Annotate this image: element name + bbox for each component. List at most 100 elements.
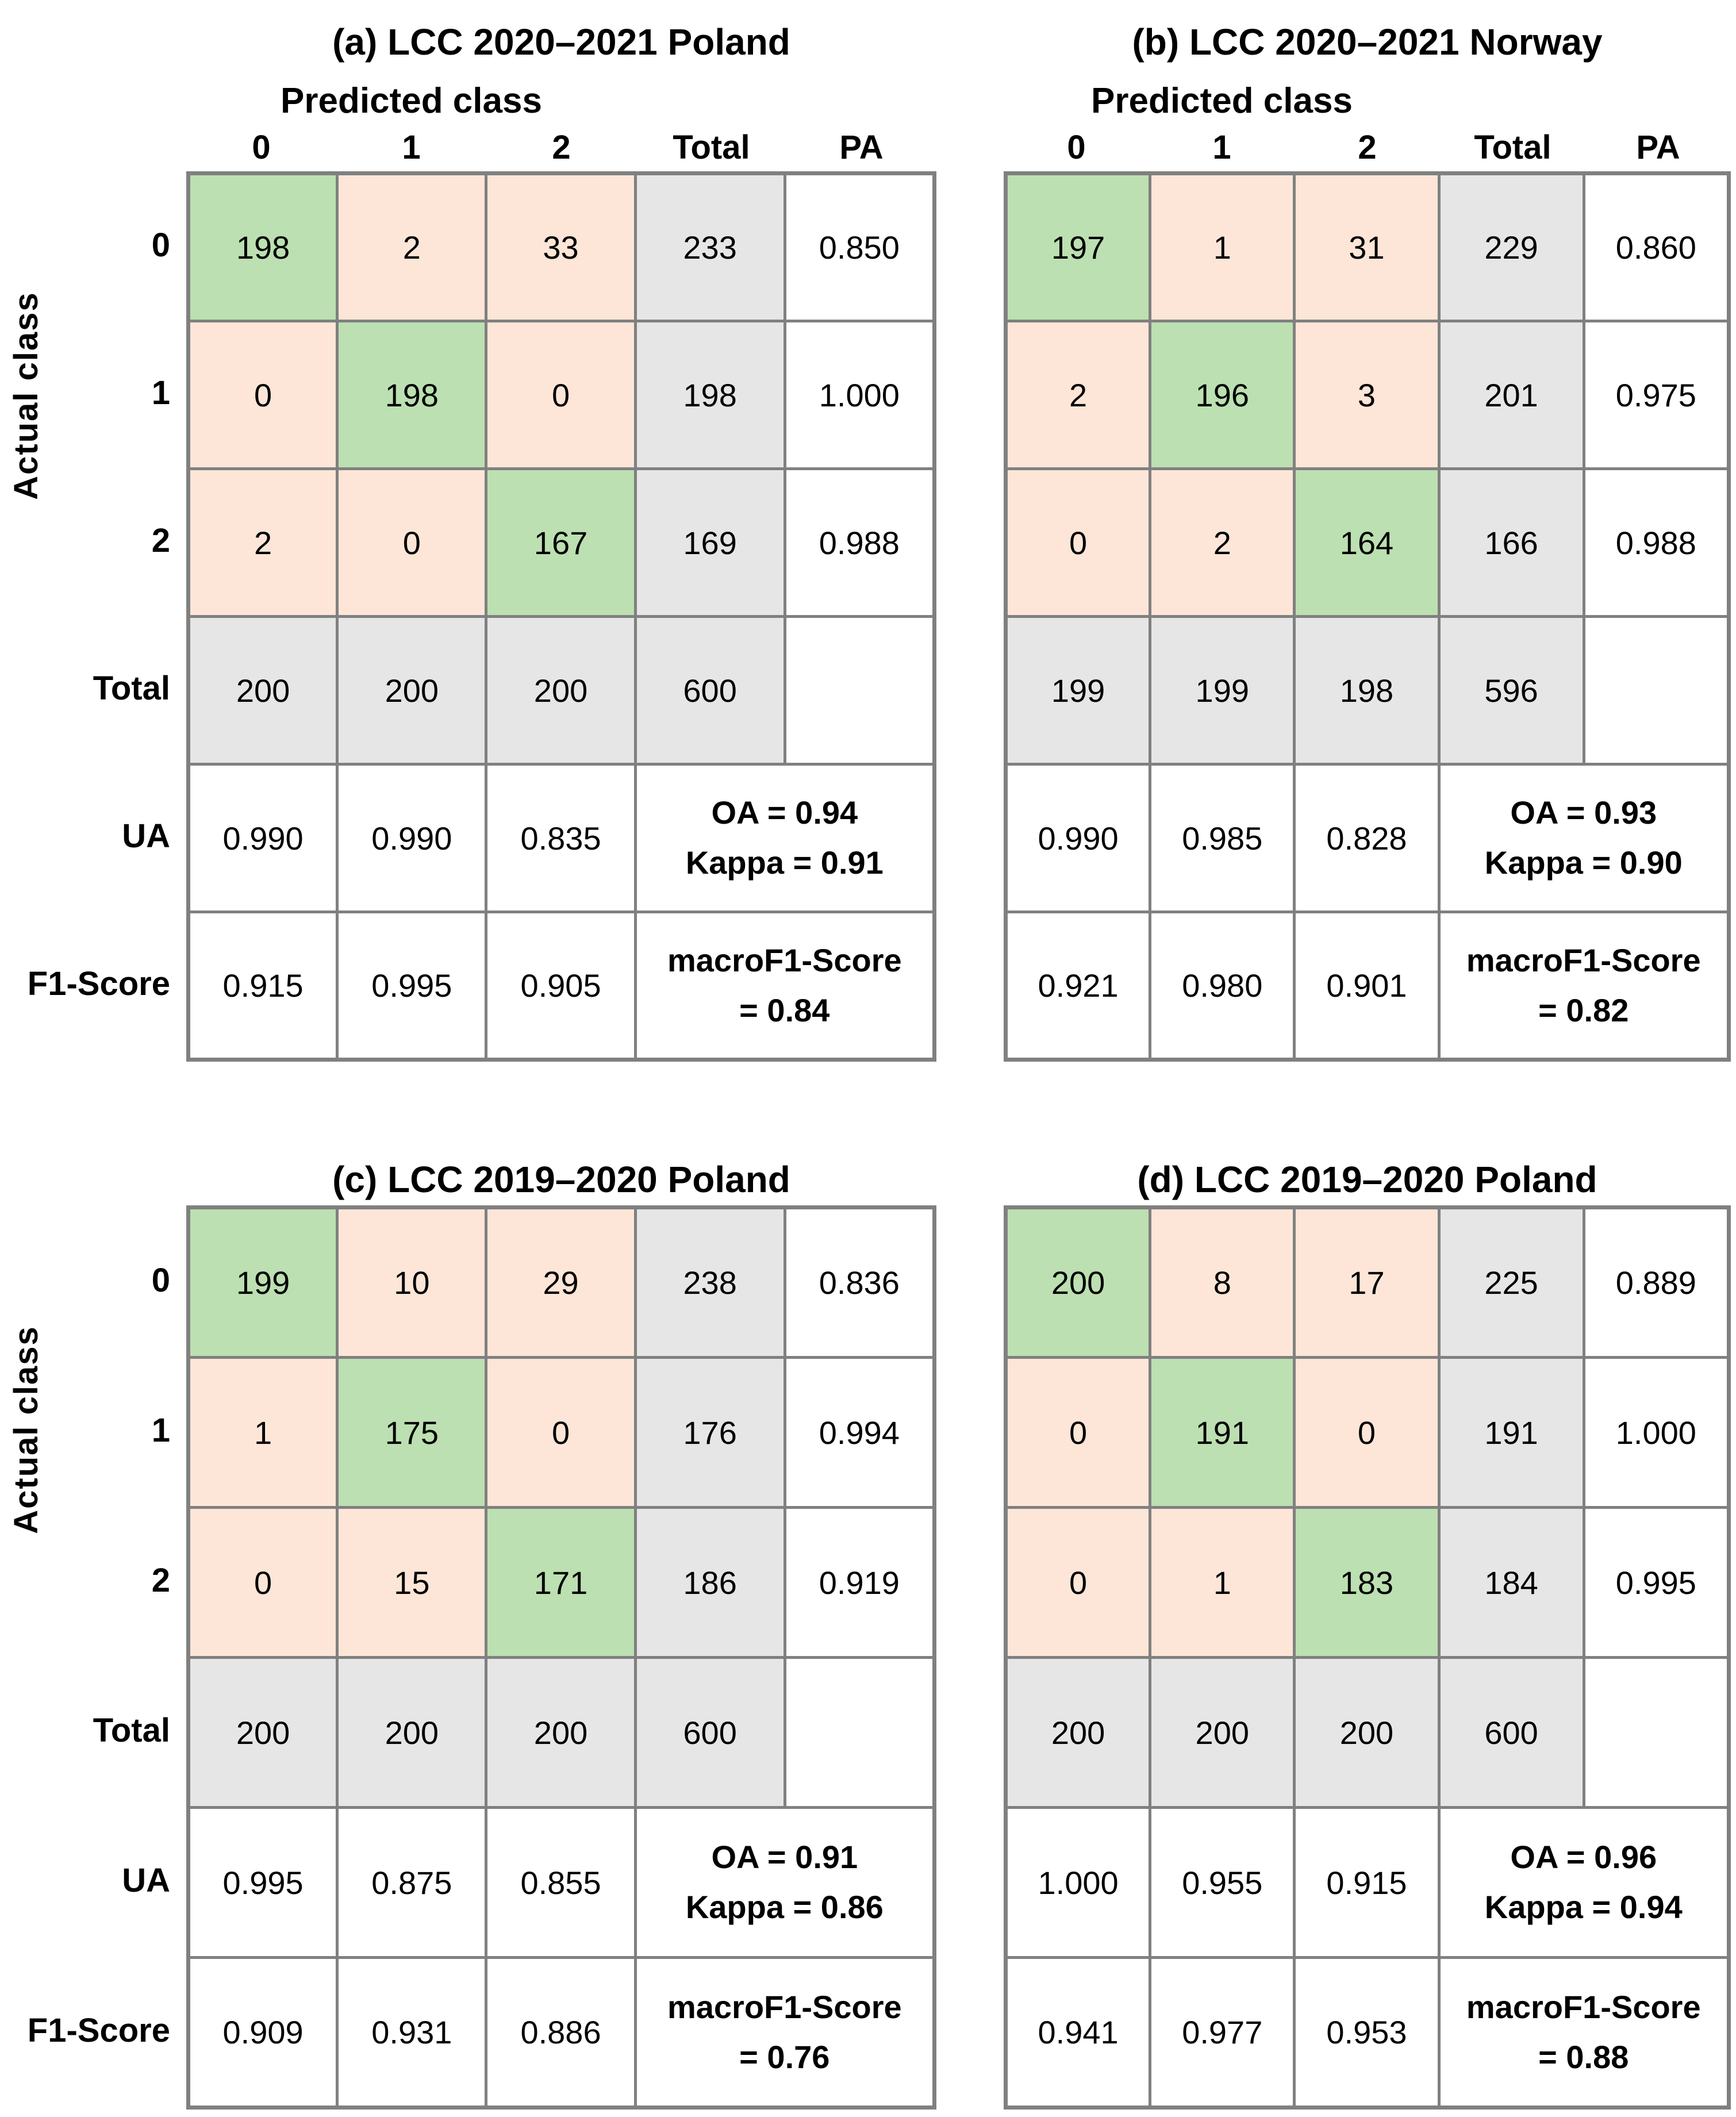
kappa-value: Kappa = 0.94 [1484,1889,1683,1925]
matrix-cell: 198 [186,172,339,322]
matrix-cell: 0 [186,320,339,470]
pa-cell: 1.000 [1582,1356,1731,1509]
col-total-cell: 199 [1149,615,1296,766]
actual-class-label: Actual class [7,1325,45,1534]
f1-cell: 0.909 [186,1956,339,2109]
ua-cell: 0.835 [485,763,637,913]
col-total-cell: 200 [186,615,339,766]
empty-cell [783,1656,936,1809]
f1-cell: 0.977 [1149,1956,1296,2109]
macro-f1-label: macroF1-Score [667,1988,902,2025]
matrix-cell: 0 [1293,1356,1441,1509]
oa-kappa-cell: OA = 0.93 Kappa = 0.90 [1437,763,1731,913]
kappa-value: Kappa = 0.90 [1484,844,1683,881]
row-header: 2 [151,522,170,559]
f1-cell: 0.953 [1293,1956,1441,2109]
row-header: 2 [151,1562,170,1599]
predicted-class-label: Predicted class [281,81,542,121]
col-total-cell: 200 [336,615,488,766]
empty-cell [1582,1656,1731,1809]
column-headers: 0 1 2 Total PA [186,129,936,171]
pa-cell: 0.836 [783,1206,936,1359]
matrix-cell: 1 [186,1356,339,1509]
matrix-cell: 31 [1293,172,1441,322]
oa-value: OA = 0.96 [1510,1839,1657,1876]
panel-b: (b) LCC 2020–2021 Norway Predicted class… [1004,16,1731,1062]
macro-f1-label: macroF1-Score [1466,942,1701,978]
oa-value: OA = 0.93 [1510,794,1657,831]
pa-cell: 0.995 [1582,1506,1731,1659]
matrix-cell: 196 [1149,320,1296,470]
confusion-table-b: 197 1 31 229 0.860 2 196 3 201 0.975 0 2… [1004,171,1731,1062]
macro-f1-value: = 0.82 [1538,992,1629,1028]
grand-total-cell: 596 [1437,615,1585,766]
ua-cell: 0.995 [186,1806,339,1959]
panel-d: (d) LCC 2019–2020 Poland 200 8 17 225 0.… [1004,1062,1731,2110]
macro-f1-value: = 0.88 [1538,2038,1629,2075]
col-header: 1 [1212,129,1231,166]
row-header: 0 [151,1262,170,1299]
matrix-cell: 183 [1293,1506,1441,1659]
col-total-cell: 200 [336,1656,488,1809]
row-headers: 0 1 2 Total UA F1-Score [28,171,186,1062]
confusion-table-d: 200 8 17 225 0.889 0 191 0 191 1.000 0 1… [1004,1205,1731,2110]
col-total-cell: 200 [186,1656,339,1809]
col-total-cell: 200 [1149,1656,1296,1809]
matrix-cell: 0 [1004,1356,1152,1509]
matrix-cell: 29 [485,1206,637,1359]
matrix-cell: 2 [336,172,488,322]
ua-cell: 0.990 [186,763,339,913]
matrix-cell: 199 [186,1206,339,1359]
predicted-class-label: Predicted class [1091,81,1353,121]
matrix-cell: 164 [1293,467,1441,618]
panel-b-title: (b) LCC 2020–2021 Norway [1132,21,1603,63]
matrix-cell: 0 [1004,467,1152,618]
matrix-cell: 8 [1149,1206,1296,1359]
macro-f1-cell: macroF1-Score = 0.84 [633,910,936,1061]
grand-total-cell: 600 [633,1656,786,1809]
macro-f1-value: = 0.84 [739,992,830,1028]
pa-cell: 0.988 [783,467,936,618]
pa-cell: 0.994 [783,1356,936,1509]
matrix-cell: 167 [485,467,637,618]
col-header: 1 [402,129,421,166]
ua-cell: 0.990 [336,763,488,913]
matrix-cell: 0 [485,1356,637,1509]
row-total-cell: 184 [1437,1506,1585,1659]
row-total-cell: 225 [1437,1206,1585,1359]
f1-cell: 0.921 [1004,910,1152,1061]
oa-value: OA = 0.94 [711,794,858,831]
actual-class-gutter: Actual class [0,1205,52,2110]
grand-total-cell: 600 [633,615,786,766]
panel-c: (c) LCC 2019–2020 Poland Actual class 0 … [0,1062,936,2110]
row-total-cell: 198 [633,320,786,470]
col-header: 0 [1067,129,1086,166]
matrix-cell: 0 [336,467,488,618]
row-total-cell: 201 [1437,320,1585,470]
col-header: 0 [252,129,271,166]
col-total-cell: 199 [1004,615,1152,766]
panel-c-title: (c) LCC 2019–2020 Poland [332,1159,790,1200]
actual-class-gutter: Actual class [0,171,52,1062]
f1-cell: 0.941 [1004,1956,1152,2109]
matrix-cell: 1 [1149,1506,1296,1659]
ua-cell: 0.990 [1004,763,1152,913]
row-total-cell: 229 [1437,172,1585,322]
matrix-cell: 198 [336,320,488,470]
actual-class-label: Actual class [7,291,45,500]
col-header: PA [839,129,884,166]
matrix-cell: 2 [1149,467,1296,618]
col-header: 2 [552,129,571,166]
macro-f1-cell: macroF1-Score = 0.82 [1437,910,1731,1061]
panel-d-title: (d) LCC 2019–2020 Poland [1137,1159,1597,1200]
top-section: (a) LCC 2020–2021 Poland Predicted class… [0,16,1731,1062]
confusion-table-a: 198 2 33 233 0.850 0 198 0 198 1.000 2 0… [186,171,936,1062]
ua-cell: 0.955 [1149,1806,1296,1959]
f1-cell: 0.995 [336,910,488,1061]
empty-cell [783,615,936,766]
matrix-cell: 171 [485,1506,637,1659]
pa-cell: 1.000 [783,320,936,470]
f1-cell: 0.915 [186,910,339,1061]
row-total-cell: 191 [1437,1356,1585,1509]
empty-cell [1582,615,1731,766]
